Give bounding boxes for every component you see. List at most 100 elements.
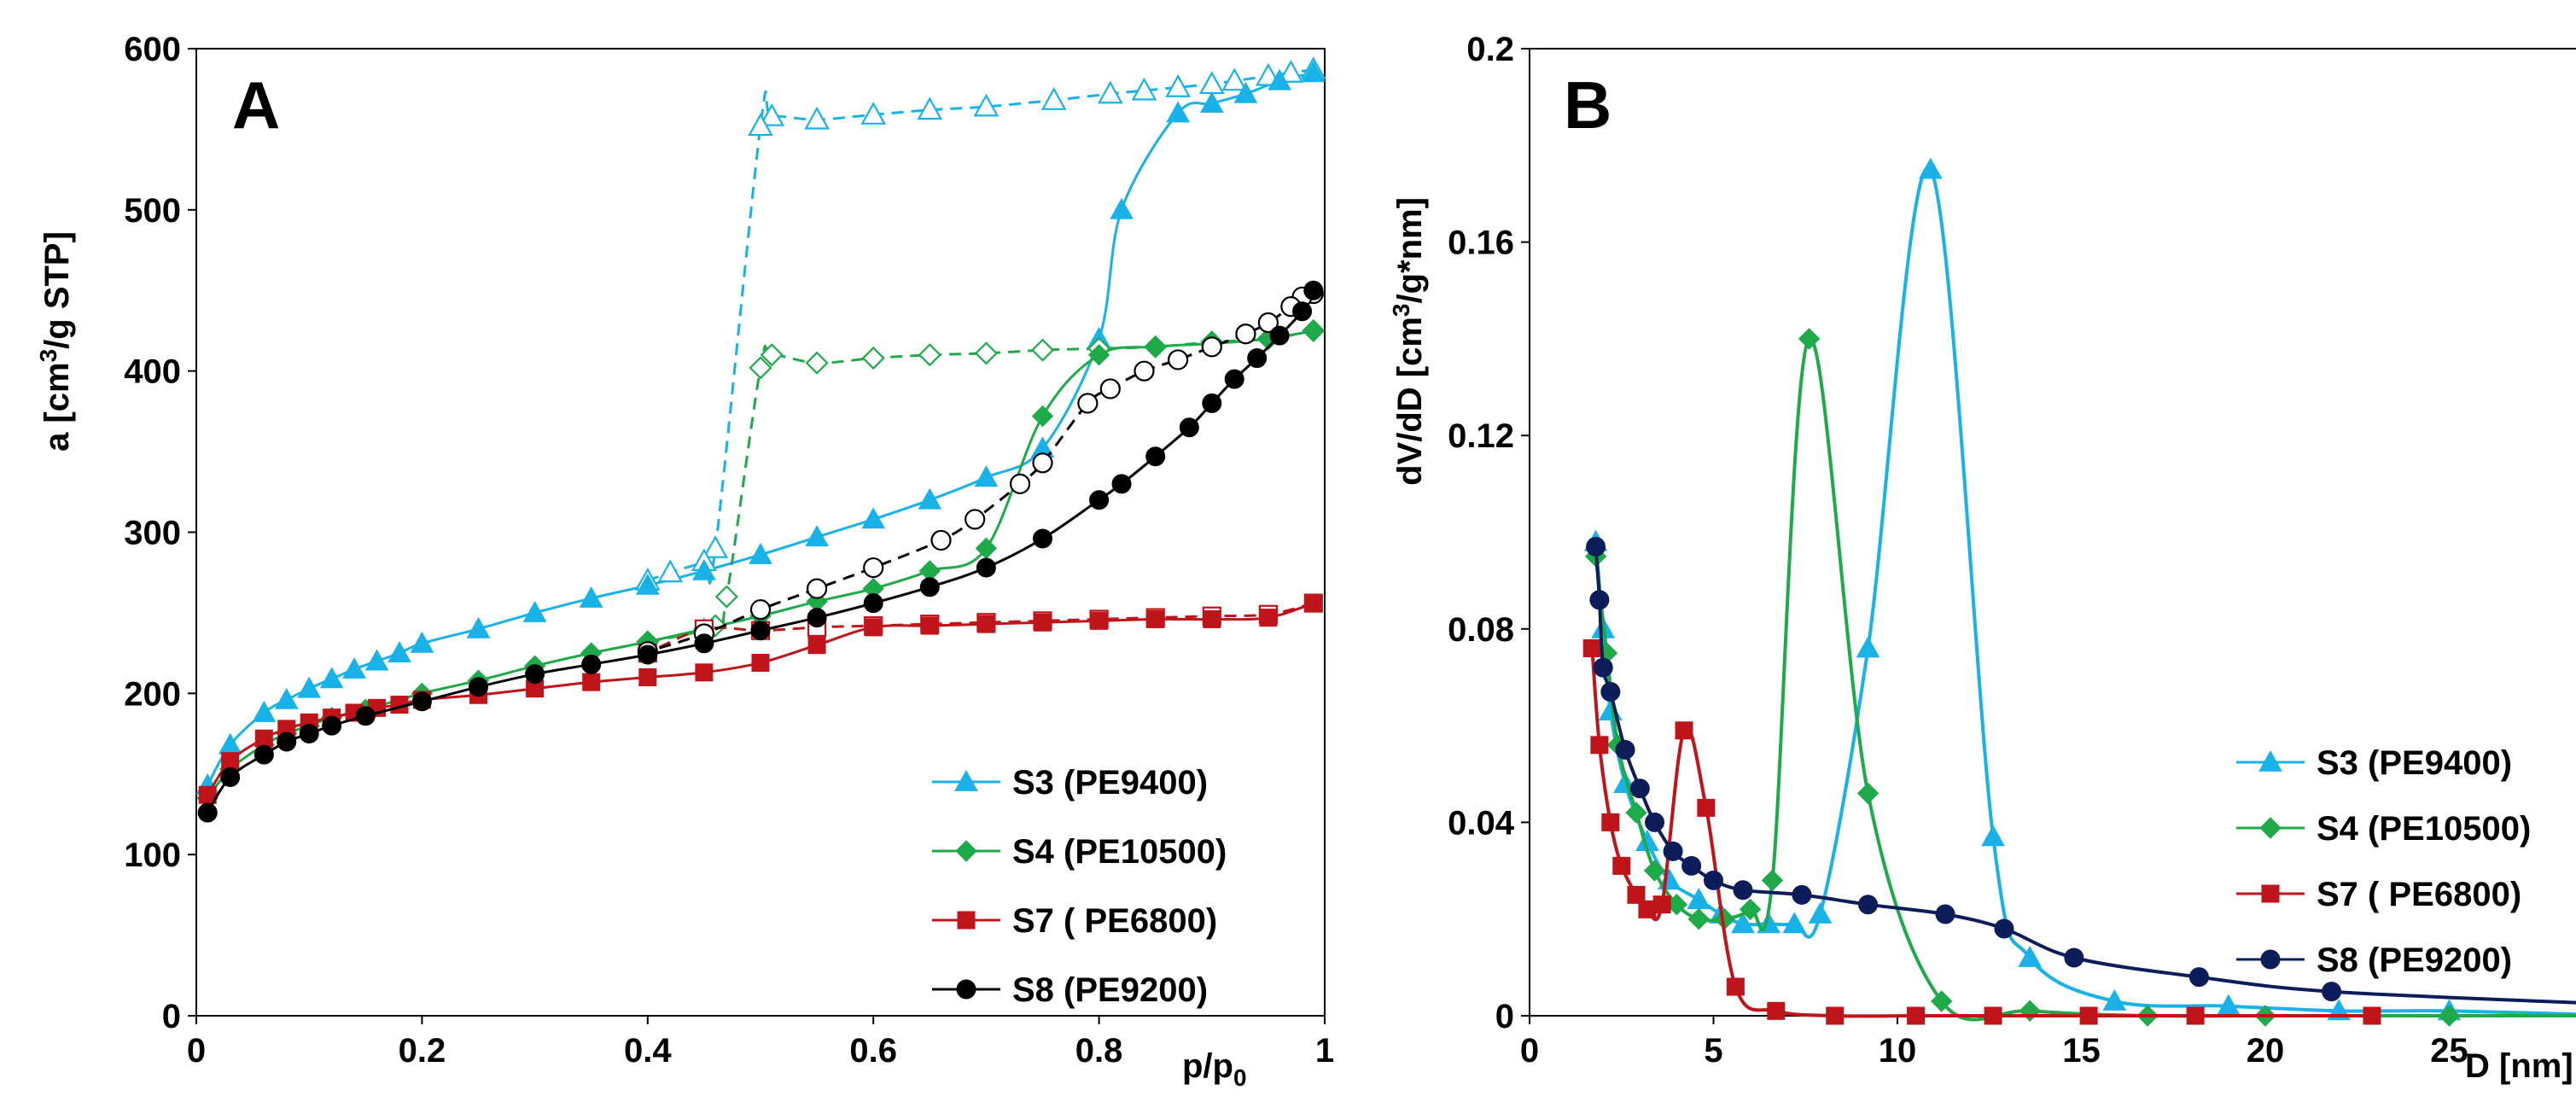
- adsorption-point: [297, 676, 322, 698]
- distribution-point: [1798, 328, 1821, 350]
- adsorption-point: [807, 636, 826, 655]
- desorption-point: [749, 599, 772, 621]
- adsorption-point: [1145, 446, 1166, 467]
- distribution-point: [1739, 898, 1762, 921]
- adsorption-point: [525, 664, 545, 685]
- adsorption-point: [1259, 609, 1278, 627]
- desorption-point: [749, 356, 772, 380]
- distribution-point: [1629, 778, 1650, 799]
- adsorption-point: [197, 802, 218, 823]
- adsorption-point: [1089, 490, 1110, 510]
- distribution-point: [1600, 681, 1621, 702]
- panel-a-x-axis-title: p/p0: [1182, 1047, 1247, 1091]
- adsorption-point: [220, 767, 241, 788]
- adsorption-point: [974, 465, 999, 487]
- adsorption-point: [1304, 594, 1323, 613]
- distribution-point: [1582, 638, 1601, 657]
- adsorption-point: [976, 615, 995, 633]
- distribution-point: [1981, 825, 2005, 847]
- desorption-point: [702, 535, 728, 558]
- panel-b-legend: S3 (PE9400) S4 (PE10500) S7 ( PE6800) S8 (P…: [2236, 744, 2531, 979]
- adsorption-point: [342, 656, 366, 679]
- legend-entry: S3 (PE9400): [2317, 744, 2512, 782]
- distribution-point: [1627, 885, 1646, 904]
- adsorption-point: [1301, 61, 1326, 83]
- adsorption-point: [1146, 609, 1165, 628]
- adsorption-point: [582, 673, 601, 691]
- desorption-point: [965, 509, 986, 530]
- distribution-point: [1612, 856, 1631, 875]
- desorption-point: [748, 113, 773, 137]
- desorption-point: [917, 96, 943, 120]
- adsorption-point: [919, 577, 940, 598]
- desorption-point: [760, 343, 784, 367]
- adsorption-point: [1202, 393, 1222, 413]
- adsorption-point: [1144, 335, 1167, 359]
- distribution-point: [1601, 813, 1620, 831]
- desorption-point: [1097, 80, 1123, 104]
- distribution-point: [1704, 870, 1723, 890]
- distribution-point: [2363, 1006, 2381, 1025]
- adsorption-point: [277, 732, 297, 752]
- adsorption-point: [638, 644, 658, 665]
- distribution-point: [1931, 990, 1953, 1012]
- adsorption-point: [1179, 417, 1199, 438]
- x-tick-label: 0.8: [1075, 1032, 1123, 1070]
- distribution-point: [1590, 736, 1609, 755]
- y-tick-label: 300: [124, 515, 181, 552]
- adsorption-point: [695, 663, 714, 682]
- adsorption-point: [1292, 301, 1313, 322]
- adsorption-point: [1303, 319, 1325, 342]
- distribution-point: [1935, 904, 1955, 924]
- adsorption-point: [522, 600, 547, 622]
- adsorption-point: [388, 641, 411, 663]
- desorption-point: [1131, 77, 1157, 101]
- distribution-point: [2018, 945, 2043, 967]
- adsorption-point: [1269, 325, 1290, 346]
- adsorption-point: [322, 715, 342, 736]
- desorption-line: [647, 68, 1314, 585]
- distribution-point: [1593, 657, 1613, 678]
- panel-b-series: [1582, 157, 2576, 1027]
- distribution-point: [1731, 912, 1755, 934]
- adsorption-point: [469, 677, 488, 697]
- distribution-point: [1681, 855, 1702, 876]
- distribution-point: [1808, 902, 1833, 924]
- panel-a-y-axis-title: a [cm3/g STP]: [35, 231, 76, 452]
- adsorption-point: [252, 700, 277, 722]
- distribution-point: [2438, 1005, 2461, 1027]
- x-tick-label: 20: [2247, 1032, 2285, 1070]
- desorption-point: [863, 557, 884, 579]
- x-tick-label: 0.2: [399, 1032, 446, 1070]
- desorption-point: [1032, 452, 1053, 474]
- legend-entry: S3 (PE9400): [1012, 764, 1208, 802]
- legend-entry: S4 (PE10500): [1012, 833, 1227, 871]
- adsorption-point: [299, 724, 319, 744]
- legend-entry: S7 ( PE6800): [1012, 902, 1217, 940]
- distribution-point: [1918, 157, 1943, 179]
- distribution-point: [1652, 895, 1671, 914]
- distribution-point: [2102, 988, 2127, 1011]
- adsorption-point: [1224, 369, 1244, 389]
- adsorption-point: [805, 525, 829, 547]
- adsorption-point: [635, 573, 660, 595]
- distribution-point: [1643, 860, 1666, 882]
- adsorption-point: [1090, 611, 1109, 630]
- legend-entry: S8 (PE9200): [2317, 942, 2512, 979]
- desorption-point: [1278, 60, 1304, 83]
- adsorption-point: [920, 616, 939, 635]
- distribution-point: [1675, 721, 1693, 740]
- distribution-point: [1726, 977, 1745, 996]
- adsorption-point: [1034, 613, 1052, 632]
- panel-a-y-ticks: 0 100 200 300 400 500 600: [124, 31, 196, 1035]
- panel-a-series: [195, 56, 1326, 823]
- adsorption-point: [976, 557, 996, 578]
- adsorption-point: [221, 752, 240, 771]
- panel-b-y-axis-title: dV/dD [cm3/g*nm]: [1388, 197, 1429, 486]
- adsorption-point: [410, 631, 434, 653]
- adsorption-point: [1087, 344, 1110, 366]
- distribution-point: [2322, 982, 2342, 1002]
- adsorption-point: [579, 586, 603, 608]
- desorption-point: [657, 559, 684, 583]
- adsorption-point: [274, 687, 299, 709]
